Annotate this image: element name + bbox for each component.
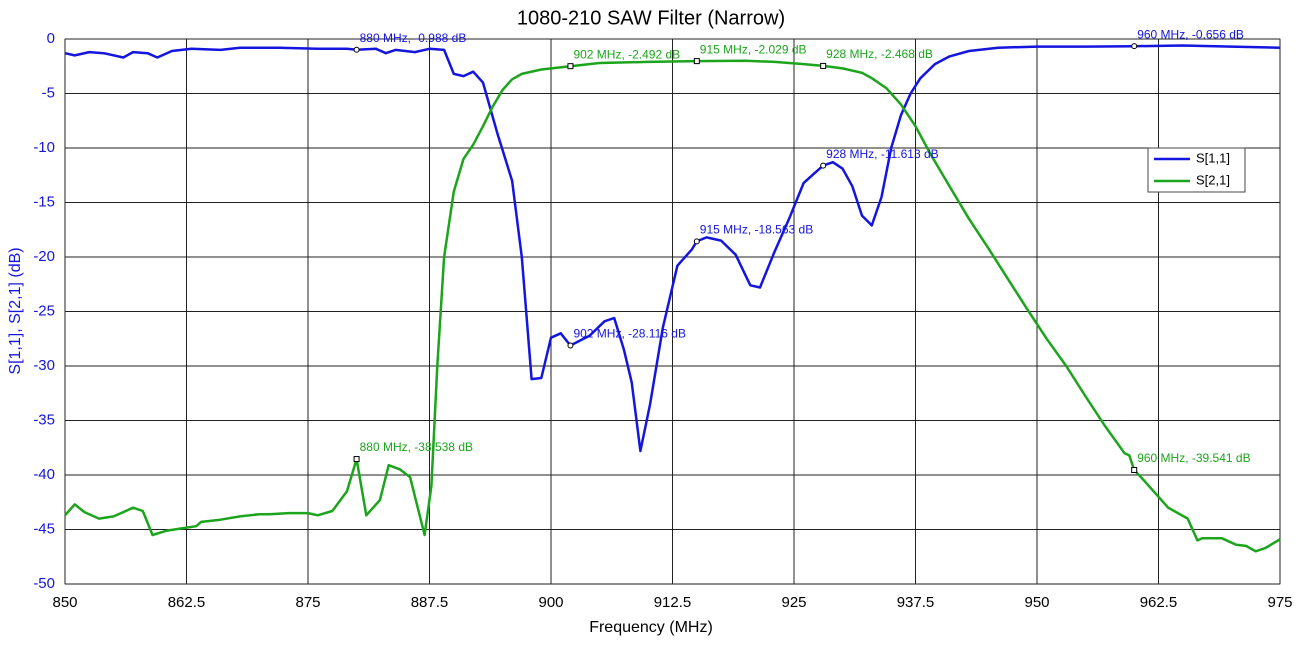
marker-label: 902 MHz, -28.116 dB	[573, 327, 686, 341]
x-tick-label: 937.5	[897, 594, 935, 611]
y-axis-label: S[1,1], S[2,1] (dB)	[7, 247, 24, 374]
y-tick-label: -35	[33, 411, 55, 428]
y-tick-label: -5	[42, 84, 55, 101]
marker	[820, 62, 827, 69]
marker-label: 928 MHz, -2.468 dB	[826, 47, 933, 61]
x-tick-label: 962.5	[1140, 594, 1178, 611]
marker	[820, 162, 827, 169]
y-tick-label: -45	[33, 520, 55, 537]
x-tick-label: 862.5	[168, 594, 206, 611]
x-tick-label: 900	[538, 594, 563, 611]
marker-label: 880 MHz, -0.988 dB	[360, 31, 467, 45]
y-tick-label: -50	[33, 575, 55, 592]
x-tick-label: 850	[52, 594, 77, 611]
x-tick-label: 975	[1267, 594, 1292, 611]
x-tick-label: 950	[1024, 594, 1049, 611]
x-tick-label: 912.5	[654, 594, 692, 611]
marker	[353, 46, 360, 53]
x-tick-label: 887.5	[411, 594, 449, 611]
y-tick-label: -40	[33, 466, 55, 483]
marker	[567, 342, 574, 349]
y-tick-label: 0	[47, 30, 55, 47]
y-tick-label: -10	[33, 139, 55, 156]
marker-label: 960 MHz, -39.541 dB	[1137, 451, 1250, 465]
y-tick-label: -30	[33, 357, 55, 374]
y-tick-label: -25	[33, 302, 55, 319]
legend-label: S[2,1]	[1196, 172, 1230, 187]
y-tick-label: -15	[33, 193, 55, 210]
marker-label: 915 MHz, -18.563 dB	[700, 223, 813, 237]
series-line	[64, 59, 1281, 553]
marker-label: 915 MHz, -2.029 dB	[700, 42, 807, 56]
marker	[567, 63, 574, 70]
marker-label: 960 MHz, -0.656 dB	[1137, 27, 1244, 41]
marker-label: 928 MHz, -11.613 dB	[826, 147, 939, 161]
marker	[353, 456, 360, 463]
x-tick-label: 925	[781, 594, 806, 611]
marker	[1131, 43, 1138, 50]
x-axis-label: Frequency (MHz)	[589, 619, 713, 636]
marker	[1131, 466, 1138, 473]
marker	[693, 58, 700, 65]
marker-label: 902 MHz, -2.492 dB	[573, 47, 680, 61]
legend-box	[1147, 147, 1246, 193]
marker-label: 880 MHz, -38.538 dB	[360, 440, 473, 454]
marker	[693, 238, 700, 245]
y-tick-label: -20	[33, 248, 55, 265]
series-line	[64, 44, 1281, 453]
legend-label: S[1,1]	[1196, 150, 1230, 165]
x-tick-label: 875	[295, 594, 320, 611]
chart-title: 1080-210 SAW Filter (Narrow)	[517, 7, 785, 29]
